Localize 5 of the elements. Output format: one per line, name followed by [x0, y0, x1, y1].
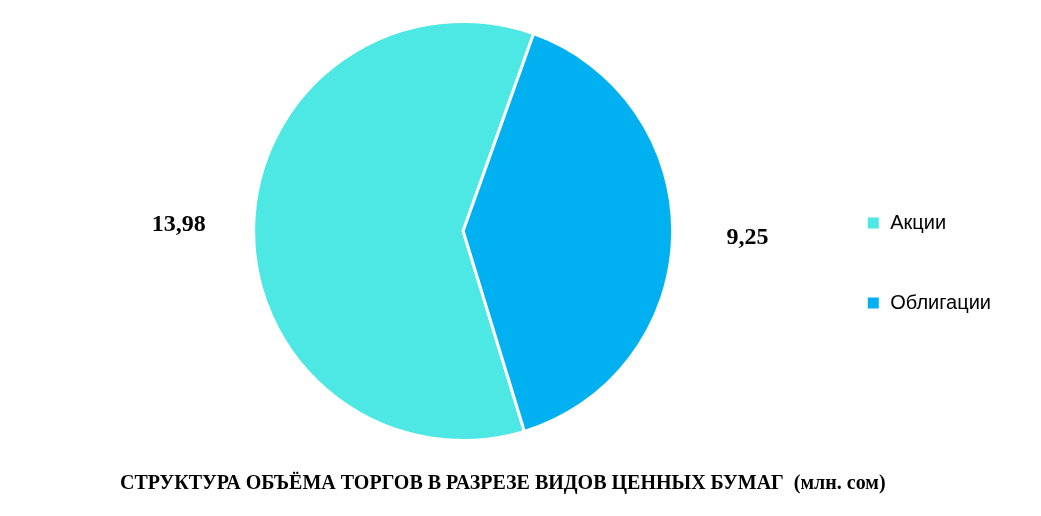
text: СТРУКТУРА ОБЪЁМА ТОРГОВ В РАЗРЕЗЕ ВИДОВ ЦЕННЫХ БУМАГ (млн. сом)	[120, 471, 886, 495]
data-label: 9,25	[726, 222, 769, 249]
data-label: 13,98	[151, 209, 206, 236]
legend-label: Акции	[890, 210, 947, 233]
legend-label: Облигации	[890, 290, 991, 313]
